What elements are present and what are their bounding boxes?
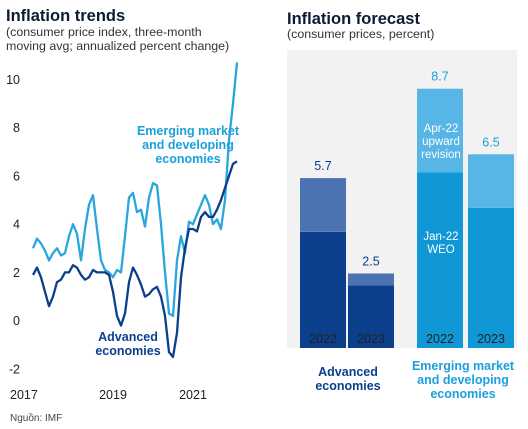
bar-category-label: 2022 [309, 332, 337, 346]
bar-segment-jan-weo [417, 172, 463, 348]
emerging-group-label-line-2: and developing [417, 373, 509, 387]
y-tick-label: 8 [13, 121, 20, 135]
emerging-annotation: Emerging market and developing economies [137, 124, 240, 166]
bar-segment-apr-revision [417, 88, 463, 173]
advanced-group-label-line-1: Advanced [318, 365, 378, 379]
line-series-group [31, 62, 239, 359]
y-tick-label: 4 [13, 218, 20, 232]
emerging-group-label-line-1: Emerging market [412, 359, 515, 373]
bar-total-labels: 5.7 2.5 8.7 6.5 [314, 70, 499, 269]
revision-label-line-2: upward [422, 136, 460, 148]
y-tick-label: -2 [9, 363, 20, 377]
bar-segment-apr-revision [300, 178, 346, 232]
line-chart-subtitle-line-1: (consumer price index, three-month [6, 25, 202, 39]
line-chart-subtitle-line-2: moving avg; annualized percent change) [6, 39, 229, 53]
y-tick-label: 6 [13, 169, 20, 183]
revision-label-line-3: revision [421, 149, 461, 161]
bar-segment-jan-weo [468, 207, 514, 348]
advanced-annotation: Advanced economies [95, 330, 160, 358]
y-tick-label: 10 [6, 73, 20, 87]
x-tick-label: 2017 [10, 388, 38, 402]
advanced-series-line [31, 160, 238, 359]
advanced-annotation-line-1: Advanced [98, 330, 158, 344]
x-tick-label: 2021 [179, 388, 207, 402]
bar-segment-jan-weo [348, 285, 394, 348]
revision-label-line-1: Apr-22 [424, 123, 459, 135]
emerging-series-line [31, 62, 239, 318]
line-chart-title: Inflation trends [6, 7, 125, 25]
bar-category-label: 2023 [357, 332, 385, 346]
emerging-group-label: Emerging market and developing economies [412, 359, 515, 401]
line-chart: Inflation trends (consumer price index, … [6, 7, 240, 402]
emerging-group-label-line-3: economies [430, 387, 495, 401]
emerging-annotation-line-2: and developing [142, 138, 234, 152]
bar-series-group [300, 88, 514, 348]
y-tick-label: 2 [13, 266, 20, 280]
bar-total-label: 6.5 [482, 135, 499, 149]
bar-chart-subtitle: (consumer prices, percent) [287, 27, 434, 41]
bar-category-labels: 2022 2023 2022 2023 [309, 332, 505, 346]
y-tick-label: 0 [13, 314, 20, 328]
bar-total-label: 2.5 [362, 255, 379, 269]
advanced-annotation-line-2: economies [95, 344, 160, 358]
x-tick-label: 2019 [99, 388, 127, 402]
bar-total-label: 5.7 [314, 159, 331, 173]
bar-chart: Inflation forecast (consumer prices, per… [287, 10, 517, 401]
advanced-group-label-line-2: economies [315, 379, 380, 393]
bar-segment-apr-revision [468, 154, 514, 208]
emerging-annotation-line-3: economies [155, 152, 220, 166]
line-chart-y-ticks: 10 8 6 4 2 0 -2 [6, 73, 20, 377]
bar-segment-jan-weo [300, 231, 346, 348]
bar-segment-apr-revision [348, 273, 394, 286]
weo-label-line-1: Jan-22 [423, 231, 458, 243]
bar-chart-title: Inflation forecast [287, 10, 420, 28]
bar-category-label: 2022 [426, 332, 454, 346]
source-note: Nguồn: IMF [10, 412, 62, 424]
advanced-group-label: Advanced economies [315, 365, 380, 393]
bar-total-label: 8.7 [431, 70, 448, 84]
emerging-annotation-line-1: Emerging market [137, 124, 240, 138]
line-chart-x-ticks: 2017 2019 2021 [10, 388, 207, 402]
weo-label-line-2: WEO [427, 244, 455, 256]
bar-category-label: 2023 [477, 332, 505, 346]
bar-inside-labels: Apr-22 upward revision Jan-22 WEO [421, 123, 461, 256]
